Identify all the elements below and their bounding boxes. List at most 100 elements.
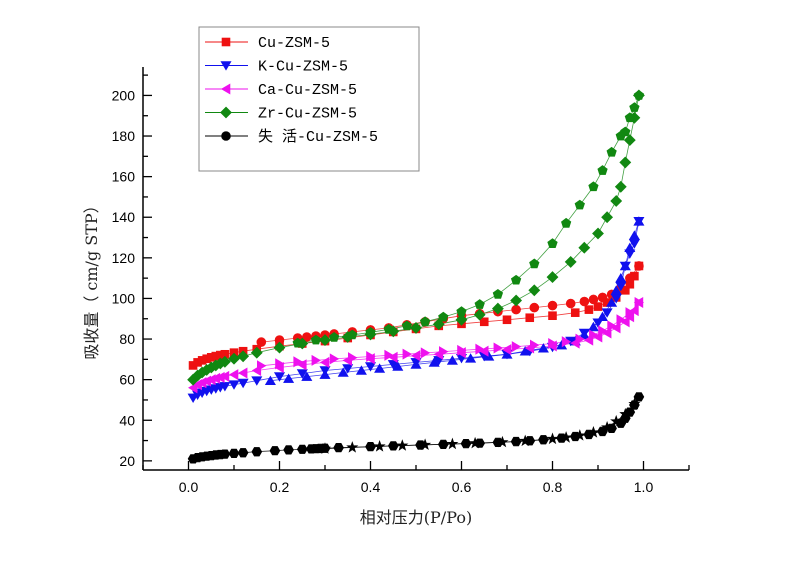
x-tick-label: 0.6 [452,479,472,495]
data-point [537,343,549,353]
data-point [337,367,349,377]
data-point [601,308,613,318]
y-tick-label: 100 [112,290,136,306]
data-point [529,339,540,351]
series-markers [187,89,645,464]
y-tick-label: 40 [119,412,135,428]
data-point [264,375,276,386]
data-point [510,436,522,447]
legend-label: Cu-ZSM-5 [258,35,330,52]
data-point [402,348,412,360]
data-point [502,315,512,325]
data-point [606,297,618,307]
data-point [574,199,585,210]
data-point [547,238,558,248]
data-point [491,302,504,315]
y-tick-label: 60 [119,372,135,388]
data-point [496,435,509,448]
data-point [511,304,521,315]
data-point [237,350,250,363]
data-point [561,217,572,228]
data-point [610,414,623,427]
data-point [297,359,307,371]
data-point [364,362,377,372]
data-point [615,273,627,283]
legend-item: K-Cu-ZSM-5 [205,59,348,76]
axes: 0.0 0.2 0.4 0.6 0.8 1.0 20 40 60 80 100 120 140 160 1… [112,67,690,495]
data-point [346,441,359,453]
data-point [392,361,404,371]
data-point [587,321,599,332]
data-point [601,421,614,433]
data-point [374,363,386,373]
data-point [587,426,600,438]
data-point [565,298,576,309]
data-point [384,349,394,361]
data-point [589,329,599,341]
data-point [347,352,358,364]
y-tick-label: 140 [112,209,136,225]
data-point [319,356,330,368]
data-point [611,322,621,334]
data-point [538,435,549,445]
data-point [387,360,399,370]
data-point [547,300,558,311]
data-point [620,316,630,328]
data-point [614,180,627,193]
data-point [596,311,609,322]
data-point [347,329,358,340]
y-tick-label: 20 [119,453,135,469]
legend-label: 失 活-Cu-ZSM-5 [258,128,378,146]
data-point [292,337,303,348]
x-tick-label: 0.4 [361,479,381,495]
data-point [588,294,599,305]
data-point [619,407,632,420]
data-point [319,334,331,347]
data-point [388,351,398,363]
data-point [460,438,472,449]
legend-label: K-Cu-ZSM-5 [258,59,348,76]
x-tick-label: 1.0 [634,479,654,495]
data-point [311,354,321,366]
x-axis-title: 相对压力(P/Po) [360,508,472,527]
data-point [625,307,635,319]
data-point [293,356,303,368]
data-point [529,302,540,313]
data-point [273,341,286,354]
data-point [251,376,263,386]
data-point [548,311,557,321]
data-point [269,446,281,456]
data-point [510,274,522,285]
y-ticks: 20 40 60 80 100 120 140 160 180 200 [112,74,152,469]
data-point [619,156,632,169]
data-point [437,439,449,450]
data-point [546,432,559,445]
legend-label: Ca-Cu-ZSM-5 [258,82,357,99]
data-point [410,350,421,362]
data-point [455,313,468,326]
data-point [456,306,467,317]
data-point [319,369,331,379]
data-point [579,296,590,307]
data-point [634,261,644,271]
data-point [573,429,586,441]
data-point [296,444,308,454]
data-point [483,351,495,361]
data-point [511,341,522,353]
y-axis-title: 吸收量（ cm/g STP） [82,197,101,359]
data-point [610,195,623,207]
data-point [310,334,322,345]
legend-marker [220,83,231,95]
legend-item: Cu-ZSM-5 [205,35,330,52]
data-point [219,370,230,382]
data-point [510,294,523,307]
data-point [475,343,485,355]
y-tick-label: 180 [112,128,136,144]
data-point [410,359,422,369]
data-point [633,90,645,100]
data-point [333,442,344,453]
data-point [396,439,409,451]
data-point [383,323,394,334]
legend-marker [220,106,232,119]
data-point [446,437,459,450]
